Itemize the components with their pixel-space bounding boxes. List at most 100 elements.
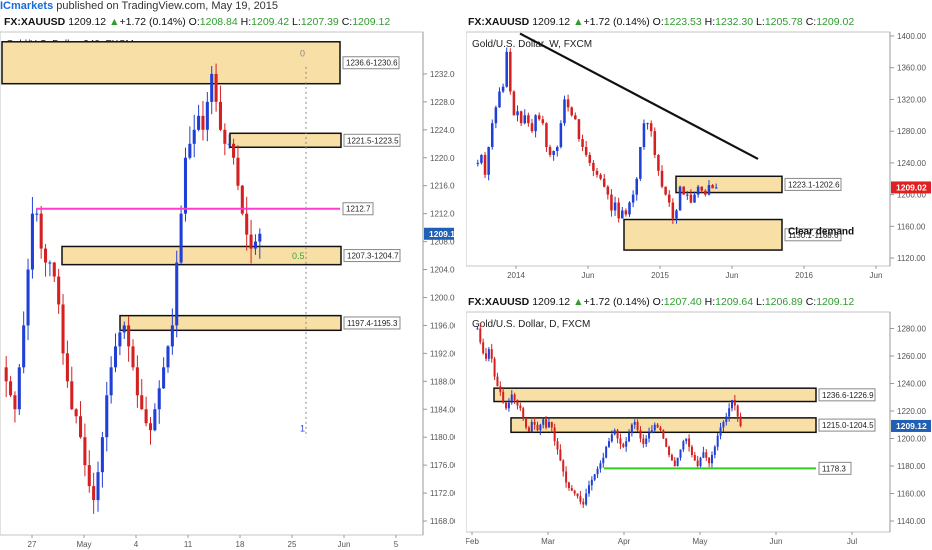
candle-body	[730, 400, 733, 409]
x-tick-label: 27	[28, 540, 37, 549]
candle-body	[533, 422, 536, 425]
candle-body	[656, 424, 659, 428]
level-label: 1178.3	[822, 464, 846, 473]
candle-body	[548, 147, 552, 155]
h4-chart-svg[interactable]: 1168.00 1172.00 1176.00 1180.00 1184.00 1188.…	[0, 30, 455, 550]
candle-body	[705, 452, 708, 458]
supply-demand-zone	[675, 175, 783, 194]
weekly-chart-svg[interactable]: 1120.00 1160.00 1200.00 1240.00 1280.00 1320.…	[466, 30, 932, 284]
candle-body	[733, 400, 736, 406]
candle-body	[4, 367, 8, 382]
candle-body	[596, 468, 599, 475]
candle-body	[653, 424, 656, 431]
zone-label-box	[818, 418, 876, 432]
candle-body	[682, 441, 685, 450]
y-tick-label: 1240.00	[897, 380, 926, 389]
candle-body	[144, 409, 148, 424]
candle-body	[642, 123, 646, 148]
candle-body	[22, 325, 26, 368]
candle-body	[595, 170, 599, 175]
x-tick-label: Jun	[726, 271, 739, 280]
candle-body	[223, 129, 227, 144]
candle-body	[522, 408, 525, 418]
candle-body	[170, 325, 174, 347]
x-tick-label: Mar	[541, 537, 555, 546]
candle-body	[725, 416, 728, 422]
candle-body	[630, 424, 633, 433]
y-tick-label: 1220.00	[430, 154, 455, 163]
candle-body	[696, 186, 700, 195]
zone-label-box	[343, 133, 401, 147]
daily-chart-panel[interactable]: FX:XAUUSD 1209.12 ▲+1.72 (0.14%) O:1207.…	[466, 296, 932, 550]
candle-body	[559, 449, 562, 461]
candle-body	[639, 430, 642, 439]
zone-label: 1130.1-1168.6	[788, 231, 839, 240]
candle-body	[675, 210, 678, 219]
candle-body	[536, 424, 539, 431]
candle-body	[519, 111, 523, 124]
candle-body	[39, 213, 43, 249]
supply-demand-zone	[61, 245, 342, 266]
x-tick-label: 25	[288, 540, 297, 549]
daily-symbol: FX:XAUUSD	[468, 296, 530, 308]
candle-body	[30, 213, 34, 270]
supply-demand-zone	[623, 218, 783, 251]
candle-body	[70, 381, 74, 410]
candle-body	[573, 490, 576, 494]
brand-link[interactable]: ICmarkets	[0, 0, 54, 12]
candle-body	[562, 460, 565, 472]
candle-body	[688, 438, 691, 447]
candle-body	[218, 101, 222, 130]
level-label-box	[342, 202, 374, 216]
h4-chart-panel[interactable]: FX:XAUUSD 1209.12 ▲+1.72 (0.14%) O:1208.…	[0, 16, 455, 550]
last-price-label: 1209.02	[896, 182, 927, 192]
candle-body	[236, 157, 240, 186]
candle-body	[240, 185, 244, 214]
candle-body	[523, 115, 527, 124]
last-price-label: 1209.12	[896, 421, 927, 431]
weekly-chart-panel[interactable]: FX:XAUUSD 1209.12 ▲+1.72 (0.14%) O:1223.…	[466, 16, 932, 284]
candle-body	[685, 438, 688, 442]
candle-body	[479, 328, 482, 343]
candle-body	[547, 422, 550, 428]
candle-body	[711, 185, 714, 189]
candle-body	[485, 353, 488, 359]
candle-body	[581, 139, 584, 148]
candle-body	[667, 194, 671, 203]
candle-body	[649, 123, 653, 132]
candle-body	[61, 304, 65, 354]
level-label: 1212.7	[346, 205, 371, 214]
candle-body	[74, 409, 78, 417]
candle-body	[482, 342, 485, 354]
candle-body	[665, 438, 668, 447]
daily-chart-svg[interactable]: 1140.00 1160.00 1180.00 1200.00 1220.00 1240.…	[466, 310, 932, 550]
candle-body	[593, 474, 596, 480]
candle-body	[660, 170, 664, 187]
y-tick-label: 1204.00	[430, 266, 455, 275]
y-tick-label: 1176.00	[430, 461, 455, 470]
candle-body	[585, 493, 588, 505]
candle-body	[704, 190, 707, 195]
candle-body	[671, 202, 675, 219]
candle-body	[599, 463, 602, 469]
candle-body	[227, 143, 231, 145]
candle-body	[693, 455, 696, 461]
candle-body	[679, 449, 682, 458]
zone-label: 1207.3-1204.7	[347, 252, 399, 261]
candle-body	[183, 157, 188, 214]
zone-label-box	[343, 316, 401, 330]
x-tick-label: 5	[394, 540, 399, 549]
candle-body	[739, 416, 742, 427]
candle-body	[653, 131, 657, 155]
fib-level-1: 1	[300, 424, 305, 434]
candle-body	[83, 437, 87, 466]
weekly-symbol: FX:XAUUSD	[468, 16, 530, 28]
y-tick-label: 1200.00	[897, 435, 926, 444]
candle-body	[483, 154, 487, 175]
candle-body	[610, 434, 613, 442]
candle-body	[682, 186, 685, 195]
up-arrow-icon: ▲	[109, 16, 120, 28]
candle-body	[505, 402, 508, 409]
candle-body	[249, 234, 253, 249]
candle-body	[728, 408, 731, 417]
